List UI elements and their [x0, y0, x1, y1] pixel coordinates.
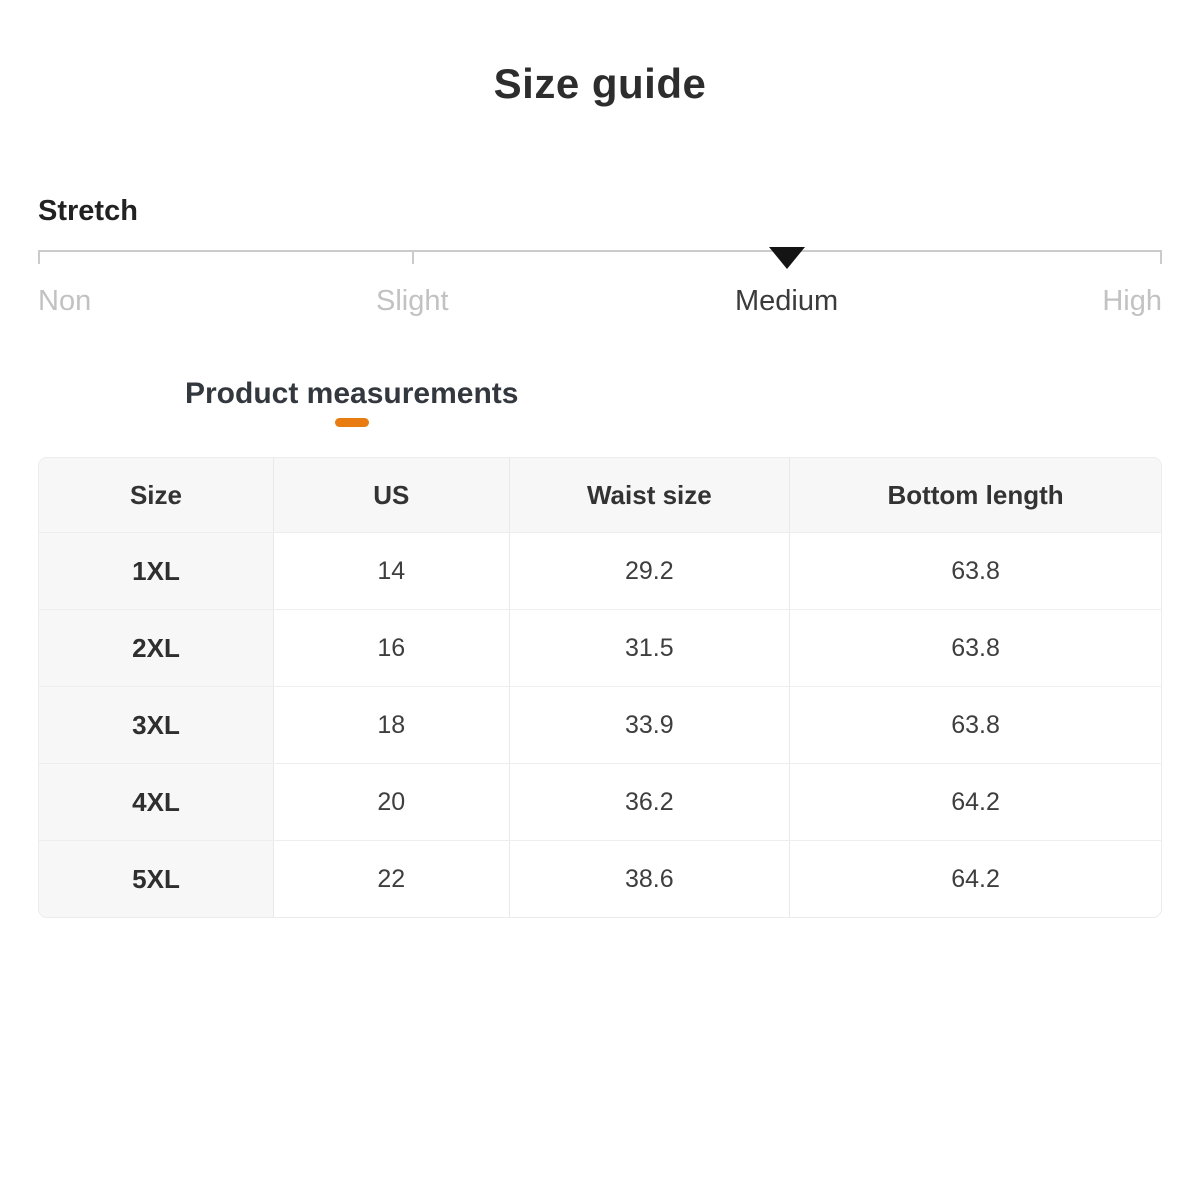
cell-bottom-length: 64.2	[789, 763, 1161, 841]
table-row: 1XL 14 29.2 63.8	[39, 532, 1161, 610]
measurements-table: Size US Waist size Bottom length 1XL 14 …	[38, 457, 1162, 918]
page-title: Size guide	[493, 60, 707, 107]
scale-line	[38, 250, 1162, 252]
table-row: 2XL 16 31.5 63.8	[39, 609, 1161, 687]
cell-bottom-length: 63.8	[789, 609, 1161, 687]
cell-us: 14	[273, 532, 510, 610]
cell-waist-size: 36.2	[509, 763, 791, 841]
cell-size: 4XL	[39, 763, 274, 841]
stretch-option-high: High	[1102, 285, 1162, 317]
scale-tick-high	[1160, 250, 1162, 264]
cell-us: 20	[273, 763, 510, 841]
table-row: 5XL 22 38.6 64.2	[39, 840, 1161, 917]
stretch-label: Stretch	[38, 195, 138, 227]
column-header-size: Size	[39, 458, 274, 533]
stretch-option-slight: Slight	[376, 285, 449, 317]
stretch-indicator-triangle-icon	[768, 247, 805, 269]
cell-bottom-length: 63.8	[789, 532, 1161, 610]
cell-size: 1XL	[39, 532, 274, 610]
cell-bottom-length: 64.2	[951, 864, 1000, 893]
stretch-options: Non Slight Medium High	[38, 284, 1162, 320]
column-header-waist-size: Waist size	[509, 458, 791, 533]
table-header-row: Size US Waist size Bottom length	[39, 458, 1161, 533]
cell-size: 2XL	[39, 609, 274, 687]
cell-us: 16	[273, 609, 510, 687]
cell-us: 18	[273, 686, 510, 764]
cell-waist-size: 29.2	[509, 532, 791, 610]
stretch-scale	[38, 247, 1162, 269]
column-header-us: US	[273, 458, 510, 533]
stretch-option-medium: Medium	[735, 285, 839, 317]
cell-waist-size: 31.5	[509, 609, 791, 687]
column-header-bottom-length: Bottom length	[789, 458, 1161, 533]
cell-size: 5XL	[39, 840, 274, 917]
stretch-section: Stretch Non Slight Medium High	[38, 194, 1162, 320]
cell-size: 3XL	[39, 686, 274, 764]
cell-waist-size: 33.9	[509, 686, 791, 764]
table-row: 3XL 18 33.9 63.8	[39, 686, 1161, 764]
tab-product-measurements[interactable]: Product measurements	[185, 376, 518, 427]
cell-us: 22	[273, 840, 510, 917]
table-row: 4XL 20 36.2 64.2	[39, 763, 1161, 841]
scale-tick-non	[38, 250, 40, 264]
cell-bottom-length: 63.8	[789, 686, 1161, 764]
stretch-option-non: Non	[38, 285, 92, 317]
tab-active-underline	[334, 418, 369, 427]
tab-product-measurements-label: Product measurements	[185, 377, 519, 410]
scale-tick-slight	[412, 250, 415, 264]
cell-waist-size: 38.6	[509, 840, 791, 917]
